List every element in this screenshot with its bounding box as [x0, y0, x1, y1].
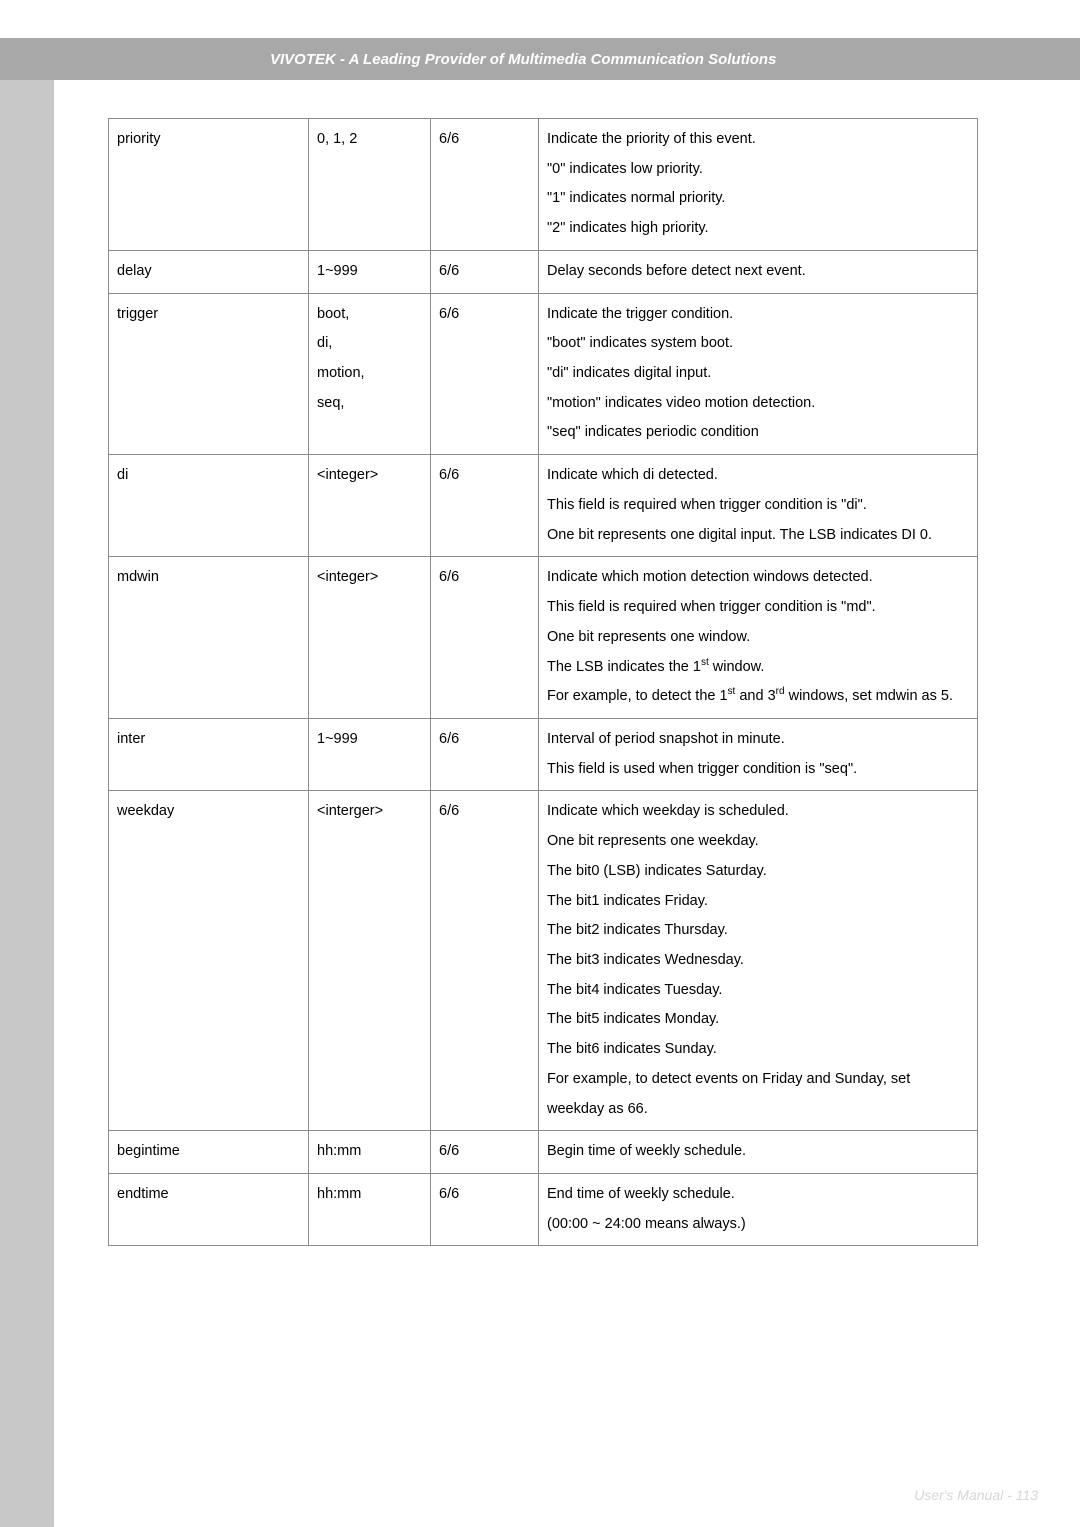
param-name: delay: [109, 250, 309, 293]
param-values: 1~999: [309, 718, 431, 790]
table-row: triggerboot,di,motion,seq,6/6Indicate th…: [109, 293, 978, 455]
param-desc: Indicate which weekday is scheduled.One …: [539, 791, 978, 1131]
table-row: mdwin<integer>6/6Indicate which motion d…: [109, 557, 978, 719]
param-name: weekday: [109, 791, 309, 1131]
param-desc: Indicate the priority of this event."0" …: [539, 119, 978, 251]
param-desc: Indicate the trigger condition."boot" in…: [539, 293, 978, 455]
param-values: 1~999: [309, 250, 431, 293]
param-perm: 6/6: [431, 791, 539, 1131]
table-row: endtimehh:mm6/6End time of weekly schedu…: [109, 1174, 978, 1246]
param-perm: 6/6: [431, 119, 539, 251]
param-values: hh:mm: [309, 1131, 431, 1174]
param-name: di: [109, 455, 309, 557]
header-band: VIVOTEK - A Leading Provider of Multimed…: [0, 38, 1080, 80]
param-values: hh:mm: [309, 1174, 431, 1246]
param-perm: 6/6: [431, 1174, 539, 1246]
table-row: begintimehh:mm6/6Begin time of weekly sc…: [109, 1131, 978, 1174]
parameter-table: priority0, 1, 26/6Indicate the priority …: [108, 118, 978, 1246]
side-bar: [0, 80, 54, 1527]
table-row: weekday<interger>6/6Indicate which weekd…: [109, 791, 978, 1131]
table-row: di<integer>6/6Indicate which di detected…: [109, 455, 978, 557]
table-row: priority0, 1, 26/6Indicate the priority …: [109, 119, 978, 251]
param-desc: Indicate which motion detection windows …: [539, 557, 978, 719]
param-name: endtime: [109, 1174, 309, 1246]
param-perm: 6/6: [431, 250, 539, 293]
table-row: inter1~9996/6Interval of period snapshot…: [109, 718, 978, 790]
content: priority0, 1, 26/6Indicate the priority …: [108, 118, 978, 1246]
param-values: boot,di,motion,seq,: [309, 293, 431, 455]
footer-text: User's Manual - 113: [914, 1487, 1038, 1503]
param-desc: Begin time of weekly schedule.: [539, 1131, 978, 1174]
param-perm: 6/6: [431, 718, 539, 790]
param-desc: Interval of period snapshot in minute.Th…: [539, 718, 978, 790]
param-perm: 6/6: [431, 455, 539, 557]
table-row: delay1~9996/6Delay seconds before detect…: [109, 250, 978, 293]
param-perm: 6/6: [431, 293, 539, 455]
header-title: VIVOTEK - A Leading Provider of Multimed…: [270, 51, 776, 68]
param-perm: 6/6: [431, 557, 539, 719]
param-name: begintime: [109, 1131, 309, 1174]
param-values: <interger>: [309, 791, 431, 1131]
param-values: 0, 1, 2: [309, 119, 431, 251]
param-name: mdwin: [109, 557, 309, 719]
param-desc: Indicate which di detected.This field is…: [539, 455, 978, 557]
param-values: <integer>: [309, 455, 431, 557]
param-name: priority: [109, 119, 309, 251]
param-desc: Delay seconds before detect next event.: [539, 250, 978, 293]
param-desc: End time of weekly schedule.(00:00 ~ 24:…: [539, 1174, 978, 1246]
param-values: <integer>: [309, 557, 431, 719]
param-name: trigger: [109, 293, 309, 455]
param-name: inter: [109, 718, 309, 790]
param-perm: 6/6: [431, 1131, 539, 1174]
